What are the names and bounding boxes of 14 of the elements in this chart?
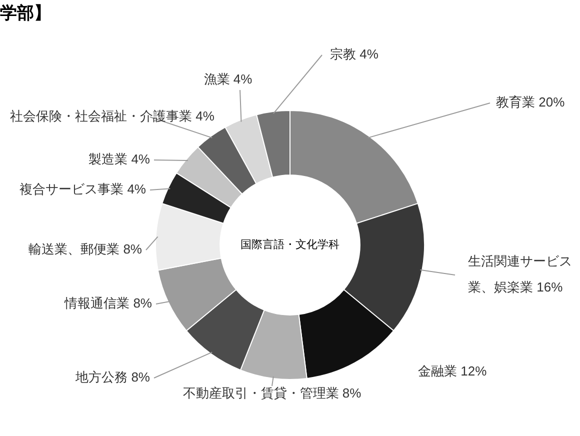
slice-label: 教育業 20%: [496, 94, 566, 110]
slice-label: 漁業 4%: [204, 72, 253, 87]
slice-label: 複合サービス事業 4%: [20, 182, 146, 197]
slice-label: 金融業 12%: [418, 364, 488, 379]
slice-label: 輸送業、郵便業 8%: [28, 242, 142, 257]
slice-label: 地方公務 8%: [74, 370, 150, 385]
text: 国際言語・文化学科: [240, 238, 340, 252]
slice-label: 不動産取引・賃貸・管理業 8%: [182, 386, 362, 401]
slice-label: 製造業 4%: [88, 152, 150, 167]
slice-label: 宗教 4%: [330, 46, 379, 62]
slice-label: 生活関連サービス業、娯楽業 16%: [468, 254, 572, 295]
slice-label: 情報通信業 8%: [64, 296, 152, 311]
chart-title: 学部】: [0, 4, 51, 23]
slice-label: 社会保険・社会福祉・介護事業 4%: [10, 108, 215, 124]
